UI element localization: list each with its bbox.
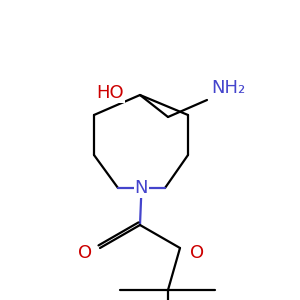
Text: O: O xyxy=(190,244,204,262)
Text: HO: HO xyxy=(96,84,124,102)
Text: N: N xyxy=(135,179,148,197)
Text: O: O xyxy=(78,244,92,262)
Text: NH₂: NH₂ xyxy=(211,79,245,97)
